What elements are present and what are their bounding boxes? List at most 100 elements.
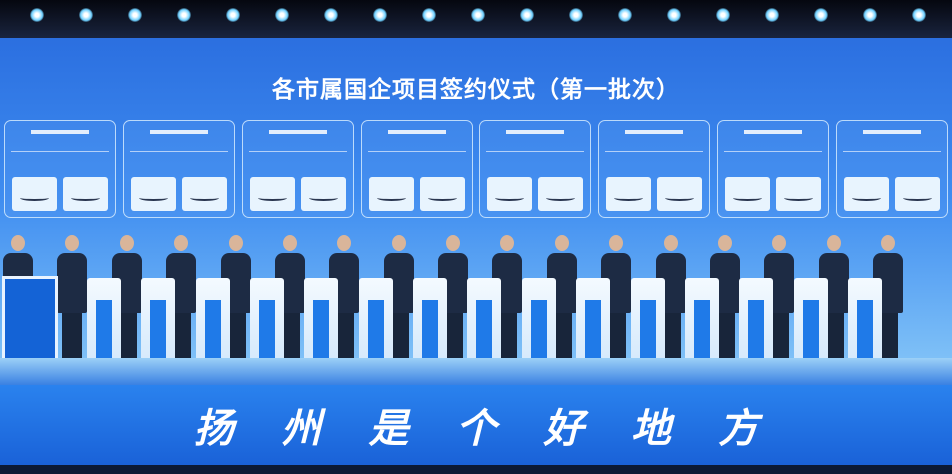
panel-title [11,130,109,152]
stage-light [177,8,191,22]
person [274,235,305,370]
stage-floor [0,358,952,388]
signing-panel [4,120,116,218]
stage-light [471,8,485,22]
person-legs [116,313,137,368]
person-legs [878,313,898,368]
banner-char: 是 [368,405,409,452]
person-legs [769,313,790,368]
panel-title [843,130,941,152]
person-head [717,235,732,251]
signature-box [250,177,295,211]
person-legs [606,313,627,368]
panel-title [130,130,228,152]
signing-panel [361,120,473,218]
person-head [500,235,515,251]
stage-light [30,8,44,22]
stage-light [324,8,338,22]
person-legs [443,313,463,368]
person-legs [279,313,300,368]
signature-box [182,177,227,211]
person [111,235,142,370]
stage-light [863,8,877,22]
stage-light [569,8,583,22]
person-legs [171,313,192,368]
person-head [11,235,25,251]
person-legs [497,313,518,368]
stage-light [912,8,926,22]
person-legs [388,313,409,368]
stage-light [618,8,632,22]
person-head [391,235,406,251]
person-head [174,235,189,251]
person [57,235,88,370]
person-head [228,235,243,251]
signature-box [606,177,651,211]
panel-title [368,130,466,152]
screen-title: 各市属国企项目签约仪式（第一批次） [272,77,680,103]
stage-light [814,8,828,22]
person-head [65,235,80,251]
signature-box [12,177,57,211]
person [492,235,523,370]
person-body [57,253,88,313]
person-head [282,235,297,251]
person-head [772,235,787,251]
person-legs [823,313,844,368]
stage-light [667,8,681,22]
signature-box [369,177,414,211]
banner-char: 州 [281,405,322,452]
stage-banner: 扬 州 是 个 好 地 方 [0,385,952,465]
stage-light [765,8,779,22]
signature-box [725,177,770,211]
stage-base [0,465,952,474]
person-legs [225,313,246,368]
person [329,235,360,370]
person-legs [551,313,572,368]
person-head [119,235,134,251]
panel-title [724,130,822,152]
stage-light [422,8,436,22]
person-head [609,235,624,251]
banner-char: 地 [630,405,671,452]
stage-light [520,8,534,22]
signing-panel [598,120,710,218]
person-head [446,235,460,251]
signing-panel [836,120,948,218]
stage-light [79,8,93,22]
person-head [663,235,678,251]
signature-box [776,177,821,211]
banner-char: 方 [718,405,759,452]
stage-light [373,8,387,22]
person-legs [660,313,681,368]
panel-title [486,130,584,152]
person-head [826,235,841,251]
banner-char: 好 [543,405,584,452]
signature-box [487,177,532,211]
signature-box [420,177,465,211]
signature-box [895,177,940,211]
signing-panel [717,120,829,218]
banner-char: 扬 [193,405,234,452]
signing-panel [123,120,235,218]
signature-box [538,177,583,211]
panel-title [605,130,703,152]
stage-light [716,8,730,22]
person-head [337,235,352,251]
person-legs [714,313,735,368]
person-head [554,235,569,251]
signing-panel [242,120,354,218]
person-legs [334,313,355,368]
signature-box [301,177,346,211]
stage-light [226,8,240,22]
person-head [881,235,895,251]
signature-box [657,177,702,211]
person [383,235,414,370]
signing-panel [479,120,591,218]
signature-box [844,177,889,211]
signature-box [131,177,176,211]
panel-title [249,130,347,152]
stage-light [128,8,142,22]
stage-lights [0,0,952,40]
banner-char: 个 [455,405,496,452]
